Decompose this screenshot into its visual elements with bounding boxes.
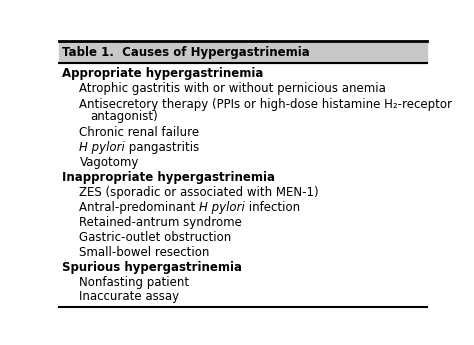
- Text: Inaccurate assay: Inaccurate assay: [80, 290, 180, 304]
- Text: Atrophic gastritis with or without pernicious anemia: Atrophic gastritis with or without perni…: [80, 82, 386, 95]
- Text: Retained-antrum syndrome: Retained-antrum syndrome: [80, 216, 242, 229]
- Text: Antral-predominant: Antral-predominant: [80, 201, 200, 214]
- Text: Inappropriate hypergastrinemia: Inappropriate hypergastrinemia: [62, 171, 275, 184]
- Text: infection: infection: [245, 201, 301, 214]
- Text: Spurious hypergastrinemia: Spurious hypergastrinemia: [62, 260, 242, 274]
- Text: Antisecretory therapy (PPIs or high-dose histamine H₂-receptor: Antisecretory therapy (PPIs or high-dose…: [80, 98, 453, 111]
- Text: Gastric-outlet obstruction: Gastric-outlet obstruction: [80, 231, 232, 244]
- Text: Appropriate hypergastrinemia: Appropriate hypergastrinemia: [62, 67, 264, 80]
- Text: Nonfasting patient: Nonfasting patient: [80, 276, 190, 288]
- Text: Table 1.  Causes of Hypergastrinemia: Table 1. Causes of Hypergastrinemia: [62, 46, 310, 59]
- Text: H pylori: H pylori: [80, 141, 125, 154]
- Text: Vagotomy: Vagotomy: [80, 156, 139, 169]
- Text: Chronic renal failure: Chronic renal failure: [80, 126, 200, 139]
- Text: antagonist): antagonist): [91, 110, 158, 123]
- Text: H pylori: H pylori: [200, 201, 245, 214]
- Text: pangastritis: pangastritis: [125, 141, 200, 154]
- Text: Small-bowel resection: Small-bowel resection: [80, 246, 210, 259]
- Bar: [59, 41, 427, 63]
- Text: ZES (sporadic or associated with MEN-1): ZES (sporadic or associated with MEN-1): [80, 186, 319, 199]
